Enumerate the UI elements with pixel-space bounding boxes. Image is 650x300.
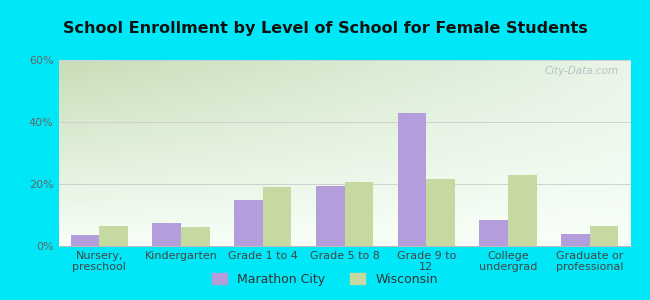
Bar [153, 223, 181, 246]
Bar [479, 220, 508, 246]
Bar [71, 235, 99, 246]
Text: City-Data.com: City-Data.com [545, 66, 619, 76]
Bar [316, 185, 344, 246]
Bar [508, 175, 536, 246]
Bar [590, 226, 618, 246]
Text: School Enrollment by Level of School for Female Students: School Enrollment by Level of School for… [62, 21, 588, 36]
Bar [181, 227, 210, 246]
Bar [561, 234, 590, 246]
Bar [398, 113, 426, 246]
Bar [99, 226, 128, 246]
Bar [426, 179, 455, 246]
Bar [344, 182, 373, 246]
Legend: Marathon City, Wisconsin: Marathon City, Wisconsin [207, 268, 443, 291]
Bar [234, 200, 263, 246]
Bar [263, 187, 291, 246]
